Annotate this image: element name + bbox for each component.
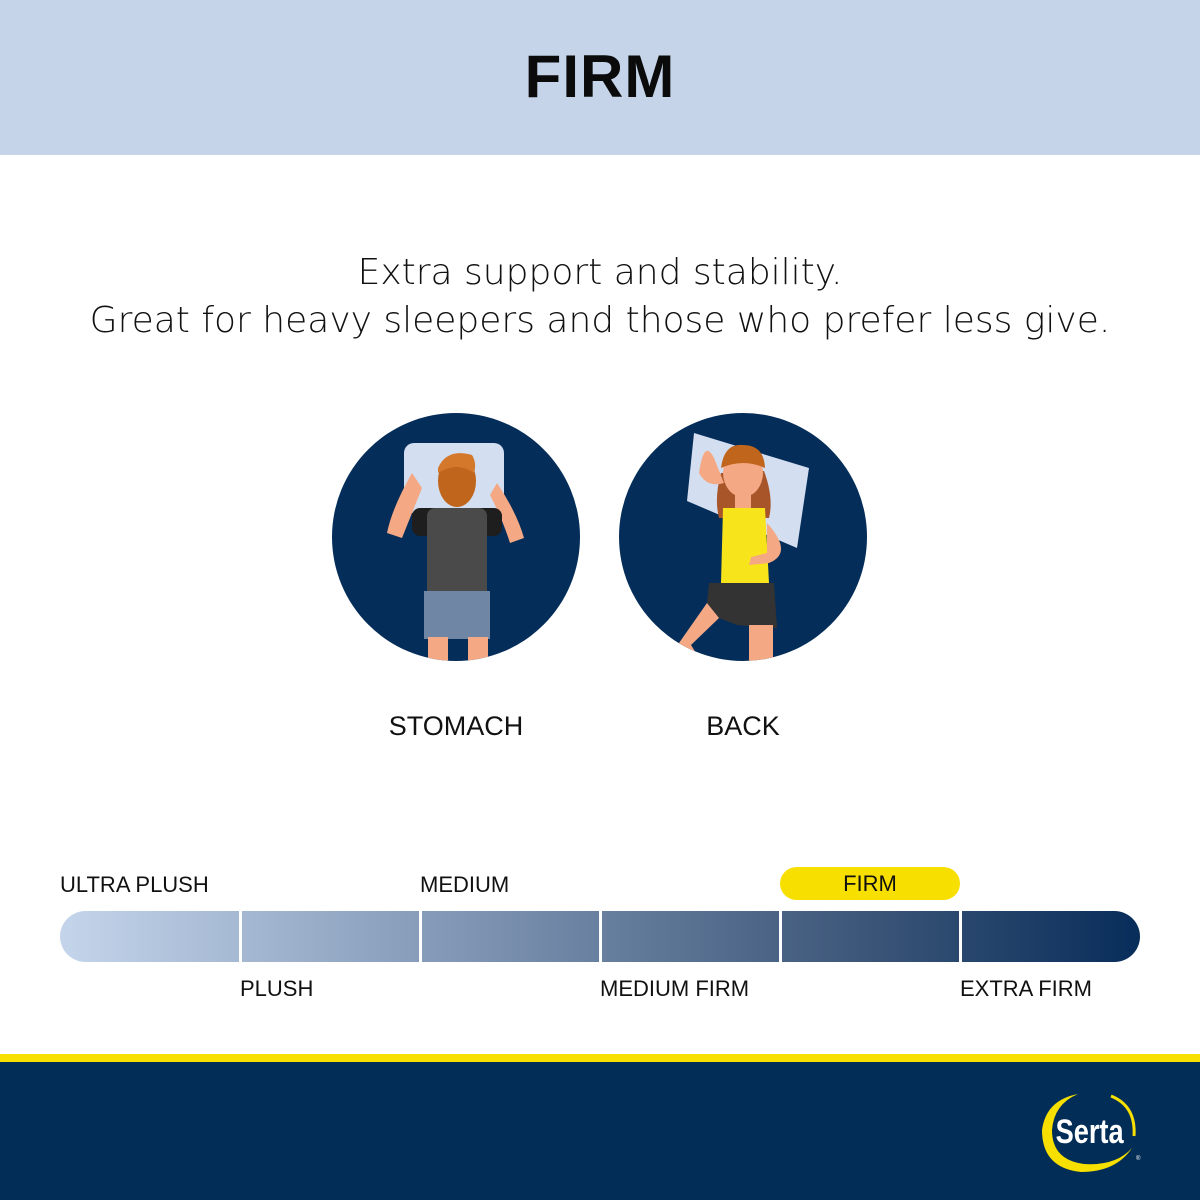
scale-label-medium-firm: MEDIUM FIRM xyxy=(600,976,750,1001)
scale-divider xyxy=(419,911,422,962)
scale-divider xyxy=(239,911,242,962)
scale-label-extra-firm: EXTRA FIRM xyxy=(960,976,1093,1001)
scale-divider xyxy=(779,911,782,962)
scale-divider xyxy=(599,911,602,962)
scale-label-ultra-plush: ULTRA PLUSH xyxy=(60,872,209,897)
scale-label-firm-selected: FIRM xyxy=(780,867,960,900)
footer-bar xyxy=(0,1062,1200,1200)
scale-divider xyxy=(959,911,962,962)
position-label-stomach: STOMACH xyxy=(388,711,524,741)
header-banner: FIRM xyxy=(0,0,1200,155)
stomach-sleeper-illustration xyxy=(332,413,580,661)
serta-logo: Serta ® xyxy=(1036,1088,1146,1174)
scale-label-plush: PLUSH xyxy=(240,976,314,1001)
back-sleeper-illustration xyxy=(619,413,867,661)
position-label-back: BACK xyxy=(706,711,780,741)
tagline-line-2: Great for heavy sleepers and those who p… xyxy=(89,300,1111,341)
svg-text:®: ® xyxy=(1136,1155,1141,1162)
firmness-scale-bar xyxy=(60,911,1140,962)
tagline-line-1: Extra support and stability. xyxy=(357,252,843,293)
scale-label-medium: MEDIUM xyxy=(420,872,510,897)
svg-text:Serta: Serta xyxy=(1056,1112,1125,1151)
page-title: FIRM xyxy=(524,43,676,110)
footer-accent-line xyxy=(0,1054,1200,1062)
